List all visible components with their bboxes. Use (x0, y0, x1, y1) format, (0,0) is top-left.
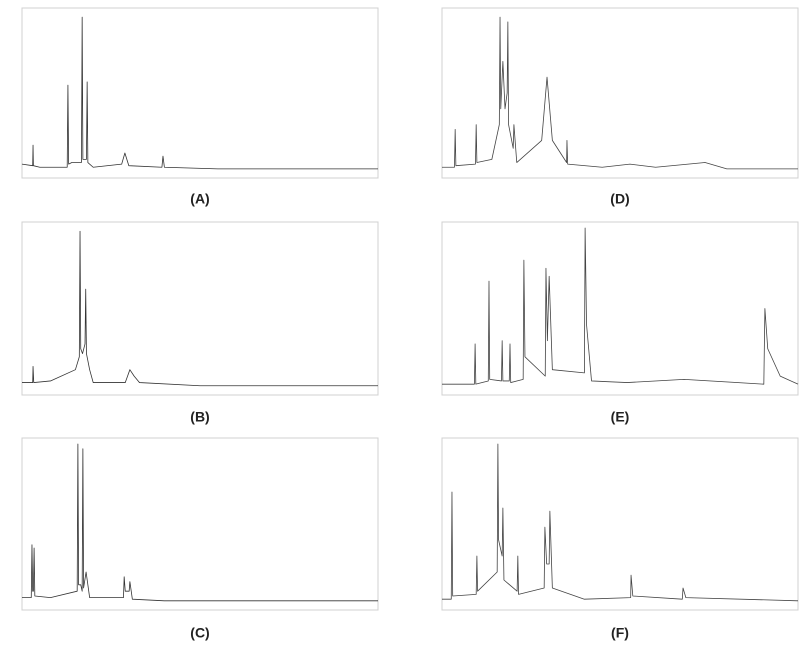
panel-caption: (D) (610, 191, 629, 207)
plot-frame (441, 7, 799, 179)
spectrum-trace (22, 443, 378, 602)
panel-caption: (A) (190, 191, 209, 207)
spectrum-trace (21, 16, 378, 170)
spectrum-trace (442, 16, 798, 170)
plot-frame (21, 437, 379, 611)
panel-caption: (E) (611, 409, 630, 425)
spectrum-trace (22, 230, 378, 387)
panel-caption: (B) (190, 409, 209, 425)
panel-caption: (F) (611, 625, 629, 641)
plot-frame (21, 221, 379, 396)
spectrum-trace (442, 443, 799, 602)
plot-frame (21, 7, 379, 179)
plot-frame (441, 437, 799, 611)
plot-frame (441, 221, 799, 396)
panel-caption: (C) (190, 625, 209, 641)
spectrum-trace (442, 227, 799, 385)
